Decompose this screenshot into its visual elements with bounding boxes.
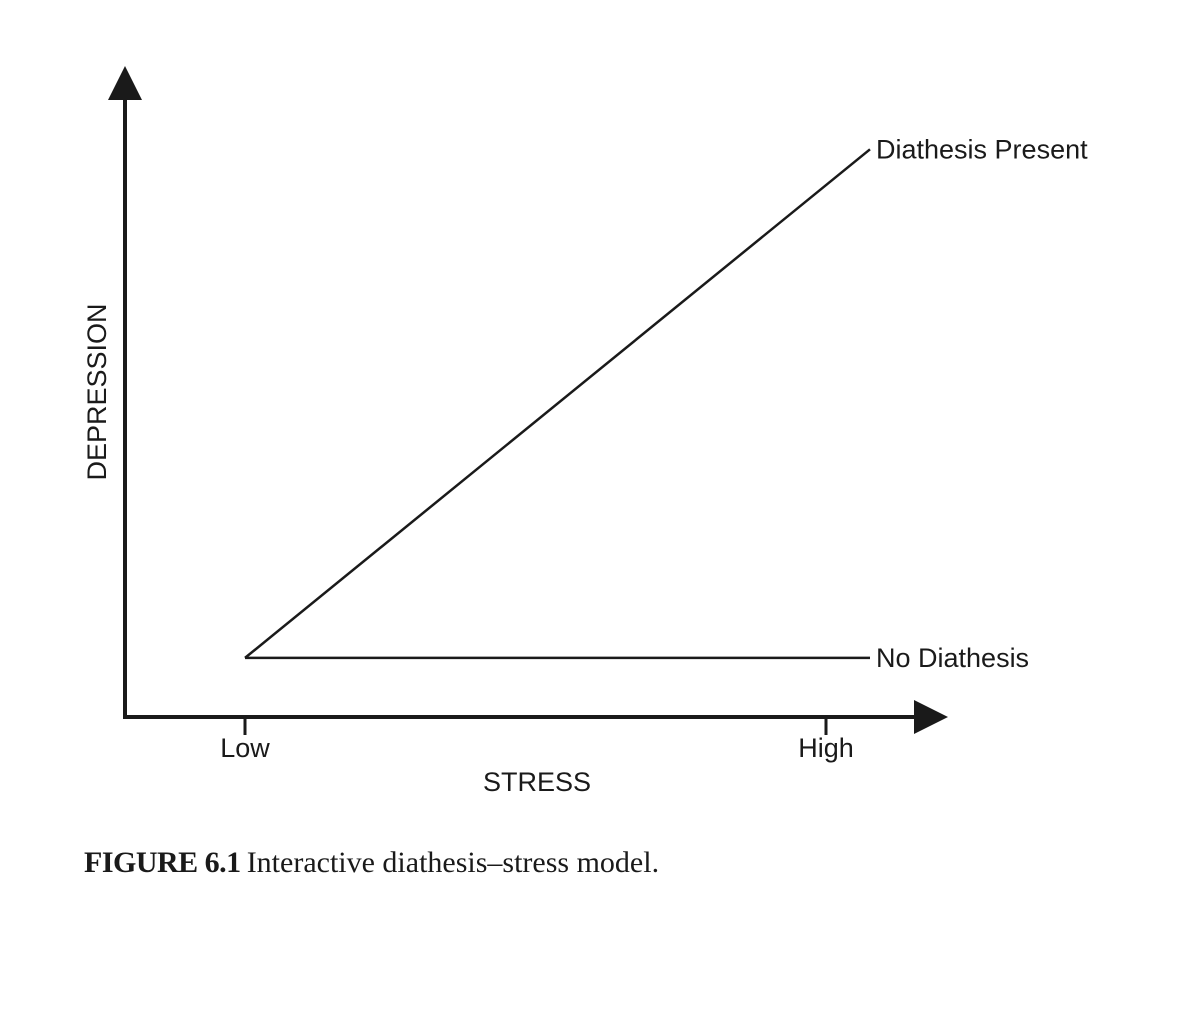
figure-caption: FIGURE 6.1 Interactive diathesis–stress m… — [84, 846, 659, 880]
series-line — [244, 148, 871, 659]
x-ticks: Low High — [220, 717, 854, 763]
y-axis-label: DEPRESSION — [82, 303, 112, 480]
caption-text: Interactive diathesis–stress model. — [246, 846, 660, 879]
y-axis-arrowhead — [108, 66, 142, 100]
x-axis-label: STRESS — [483, 767, 591, 797]
x-axis-arrowhead — [914, 700, 948, 734]
series-lines: Diathesis Present No Diathesis — [244, 134, 1088, 673]
figure-number: FIGURE 6.1 — [84, 846, 241, 879]
x-tick-label: High — [798, 733, 854, 763]
axes — [108, 66, 948, 734]
series-label: No Diathesis — [876, 643, 1029, 673]
series-label: Diathesis Present — [876, 134, 1088, 164]
x-tick-label: Low — [220, 733, 270, 763]
